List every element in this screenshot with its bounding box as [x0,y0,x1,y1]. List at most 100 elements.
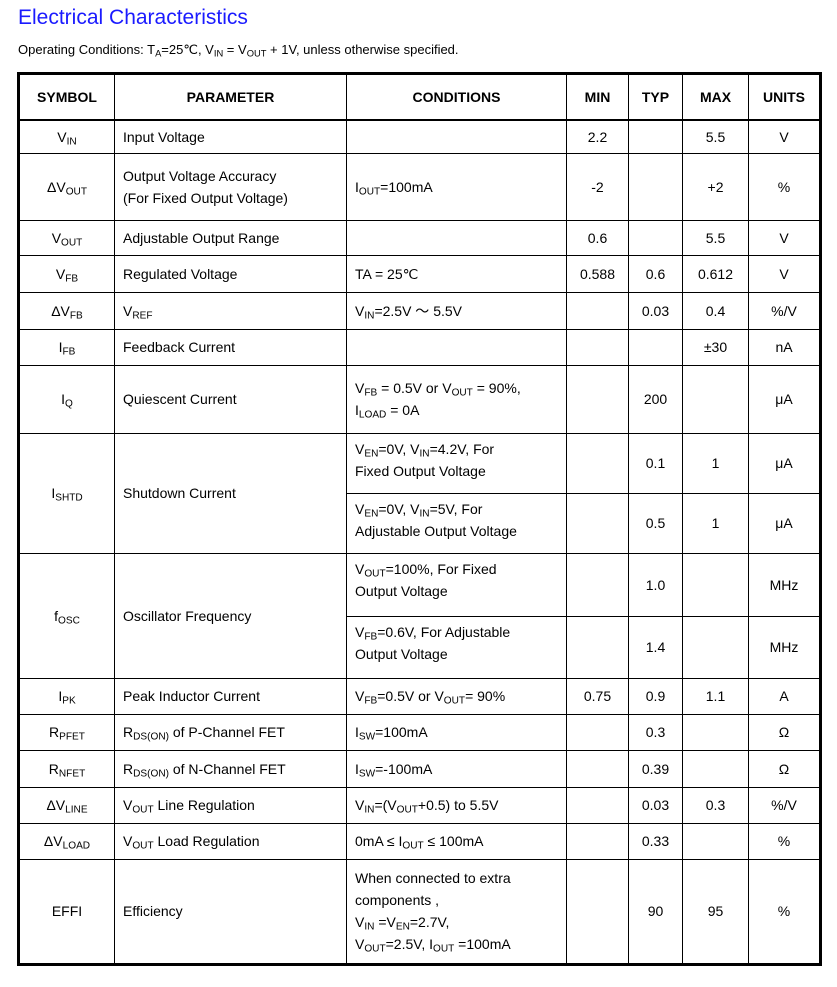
min-cell: 2.2 [566,119,629,154]
units-cell: μA [748,364,821,434]
header-max: MAX [682,73,749,121]
subscript: OUT [402,840,424,852]
subscript: LINE [65,804,88,816]
typ-cell [628,152,683,221]
table-row: IQ Quiescent Current VFB = 0.5V or VOUT = … [18,364,821,434]
subscript: FB [62,346,76,358]
parameter-cell: RDS(ON) of N-Channel FET [114,749,347,788]
subscript: FB [364,387,378,399]
parameter-cell: Efficiency [114,858,347,965]
units-cell: V [748,254,821,293]
max-cell: 1 [682,432,749,494]
typ-cell: 0.33 [628,822,683,860]
conditions-cell: VEN=0V, VIN=5V, For Adjustable Output Vol… [346,492,567,554]
typ-cell: 0.1 [628,432,683,494]
conditions-cell: VFB=0.5V or VOUT= 90% [346,677,567,715]
subscript: EN [395,921,410,933]
subscript: OUT [443,695,466,707]
subscript: IN [364,310,375,322]
subscript: EN [364,448,379,460]
symbol-cell: IPK [18,677,115,715]
subscript: OUT [432,943,455,955]
parameter-cell: Input Voltage [114,119,347,154]
subscript: IN [364,804,375,816]
table-row: ΔVFB VREF VIN=2.5V ～ 5.5V 0.03 0.4 %/V [18,291,821,330]
table-row: RNFET RDS(ON) of N-Channel FET ISW=-100mA 0… [18,749,821,788]
subscript: IN [66,136,77,148]
parameter-cell: Peak Inductor Current [114,677,347,715]
min-cell: 0.588 [566,254,629,293]
typ-cell: 0.03 [628,291,683,330]
parameter-cell: RDS(ON) of P-Channel FET [114,713,347,751]
table-row: VEN=0V, VIN=5V, For Adjustable Output Vol… [19,492,821,554]
table-row: IPK Peak Inductor Current VFB=0.5V or VOUT… [18,677,821,715]
subscript: EN [364,508,379,520]
symbol-cell: fOSC [18,552,115,679]
parameter-cell: Feedback Current [114,328,347,366]
typ-cell: 0.9 [628,677,683,715]
subscript: IN [419,508,430,520]
conditions-cell: VFB=0.6V, For Adjustable Output Voltage [346,615,567,679]
typ-cell: 0.03 [628,786,683,824]
min-cell [566,822,629,860]
subscript: OUT [65,186,87,198]
subscript: OUT [364,943,386,955]
symbol-cell: ΔVOUT [18,152,115,221]
subscript: FB [69,310,83,322]
units-cell: V [748,219,821,256]
parameter-cell: Shutdown Current [114,432,347,554]
min-cell [566,858,629,965]
max-cell [682,364,749,434]
subscript: REF [132,310,153,322]
subscript: Q [65,398,73,410]
typ-cell: 0.5 [628,492,683,554]
symbol-cell: ΔVLOAD [18,822,115,860]
typ-cell: 90 [628,858,683,965]
conditions-cell: VIN=2.5V ～ 5.5V [346,291,567,330]
symbol-cell: ΔVFB [18,291,115,330]
header-conditions: CONDITIONS [346,73,567,121]
typ-cell: 0.6 [628,254,683,293]
table-row: fOSC Oscillator Frequency VOUT=100%, For F… [18,552,821,679]
subscript: IN [419,448,430,460]
subscript: LOAD [358,409,387,421]
max-cell [682,713,749,751]
units-cell: μA [748,432,821,494]
operating-conditions: Operating Conditions: TA=25℃, VIN = VOUT… [18,42,459,59]
table-row: ΔVLINE VOUT Line Regulation VIN=(VOUT+0.5)… [18,786,821,824]
units-cell: %/V [748,786,821,824]
parameter-cell: Oscillator Frequency [114,552,347,679]
section-title: Electrical Characteristics [18,6,248,29]
subscript: DS(ON) [133,731,169,743]
max-cell: 1.1 [682,677,749,715]
min-cell [566,328,629,366]
conditions-cell: 0mA ≤ IOUT ≤ 100mA [346,822,567,860]
max-cell: 0.612 [682,254,749,293]
min-cell: 0.6 [566,219,629,256]
min-cell [566,615,629,679]
units-cell: Ω [748,713,821,751]
min-cell [566,749,629,788]
conditions-cell: VFB = 0.5V or VOUT = 90%, ILOAD = 0A [346,364,567,434]
max-cell [682,822,749,860]
subscript: FB [364,695,378,707]
parameter-cell: Regulated Voltage [114,254,347,293]
electrical-characteristics-table: SYMBOL PARAMETER CONDITIONS MIN TYP MAX … [17,72,822,966]
table-row: ISHTD Shutdown Current VEN=0V, VIN=4.2V, F… [18,432,821,554]
header-row: SYMBOL PARAMETER CONDITIONS MIN TYP MAX … [18,73,821,121]
header-symbol: SYMBOL [18,73,115,121]
max-cell [682,749,749,788]
typ-cell [628,328,683,366]
conditions-cell: IOUT=100mA [346,152,567,221]
typ-cell [628,219,683,256]
units-cell: % [748,822,821,860]
table-row: EFFI Efficiency When connected to extra com… [18,858,821,965]
table-row: VFB=0.6V, For Adjustable Output Voltage 1.… [19,615,821,679]
table-row: VFB Regulated Voltage TA = 25℃ 0.588 0.6 0.61… [18,254,821,293]
parameter-cell: VOUT Line Regulation [114,786,347,824]
max-cell [682,552,749,617]
typ-cell: 0.3 [628,713,683,751]
symbol-cell: VIN [18,119,115,154]
subscript: OUT [61,237,83,249]
parameter-cell: Output Voltage Accuracy (For Fixed Output… [114,152,347,221]
